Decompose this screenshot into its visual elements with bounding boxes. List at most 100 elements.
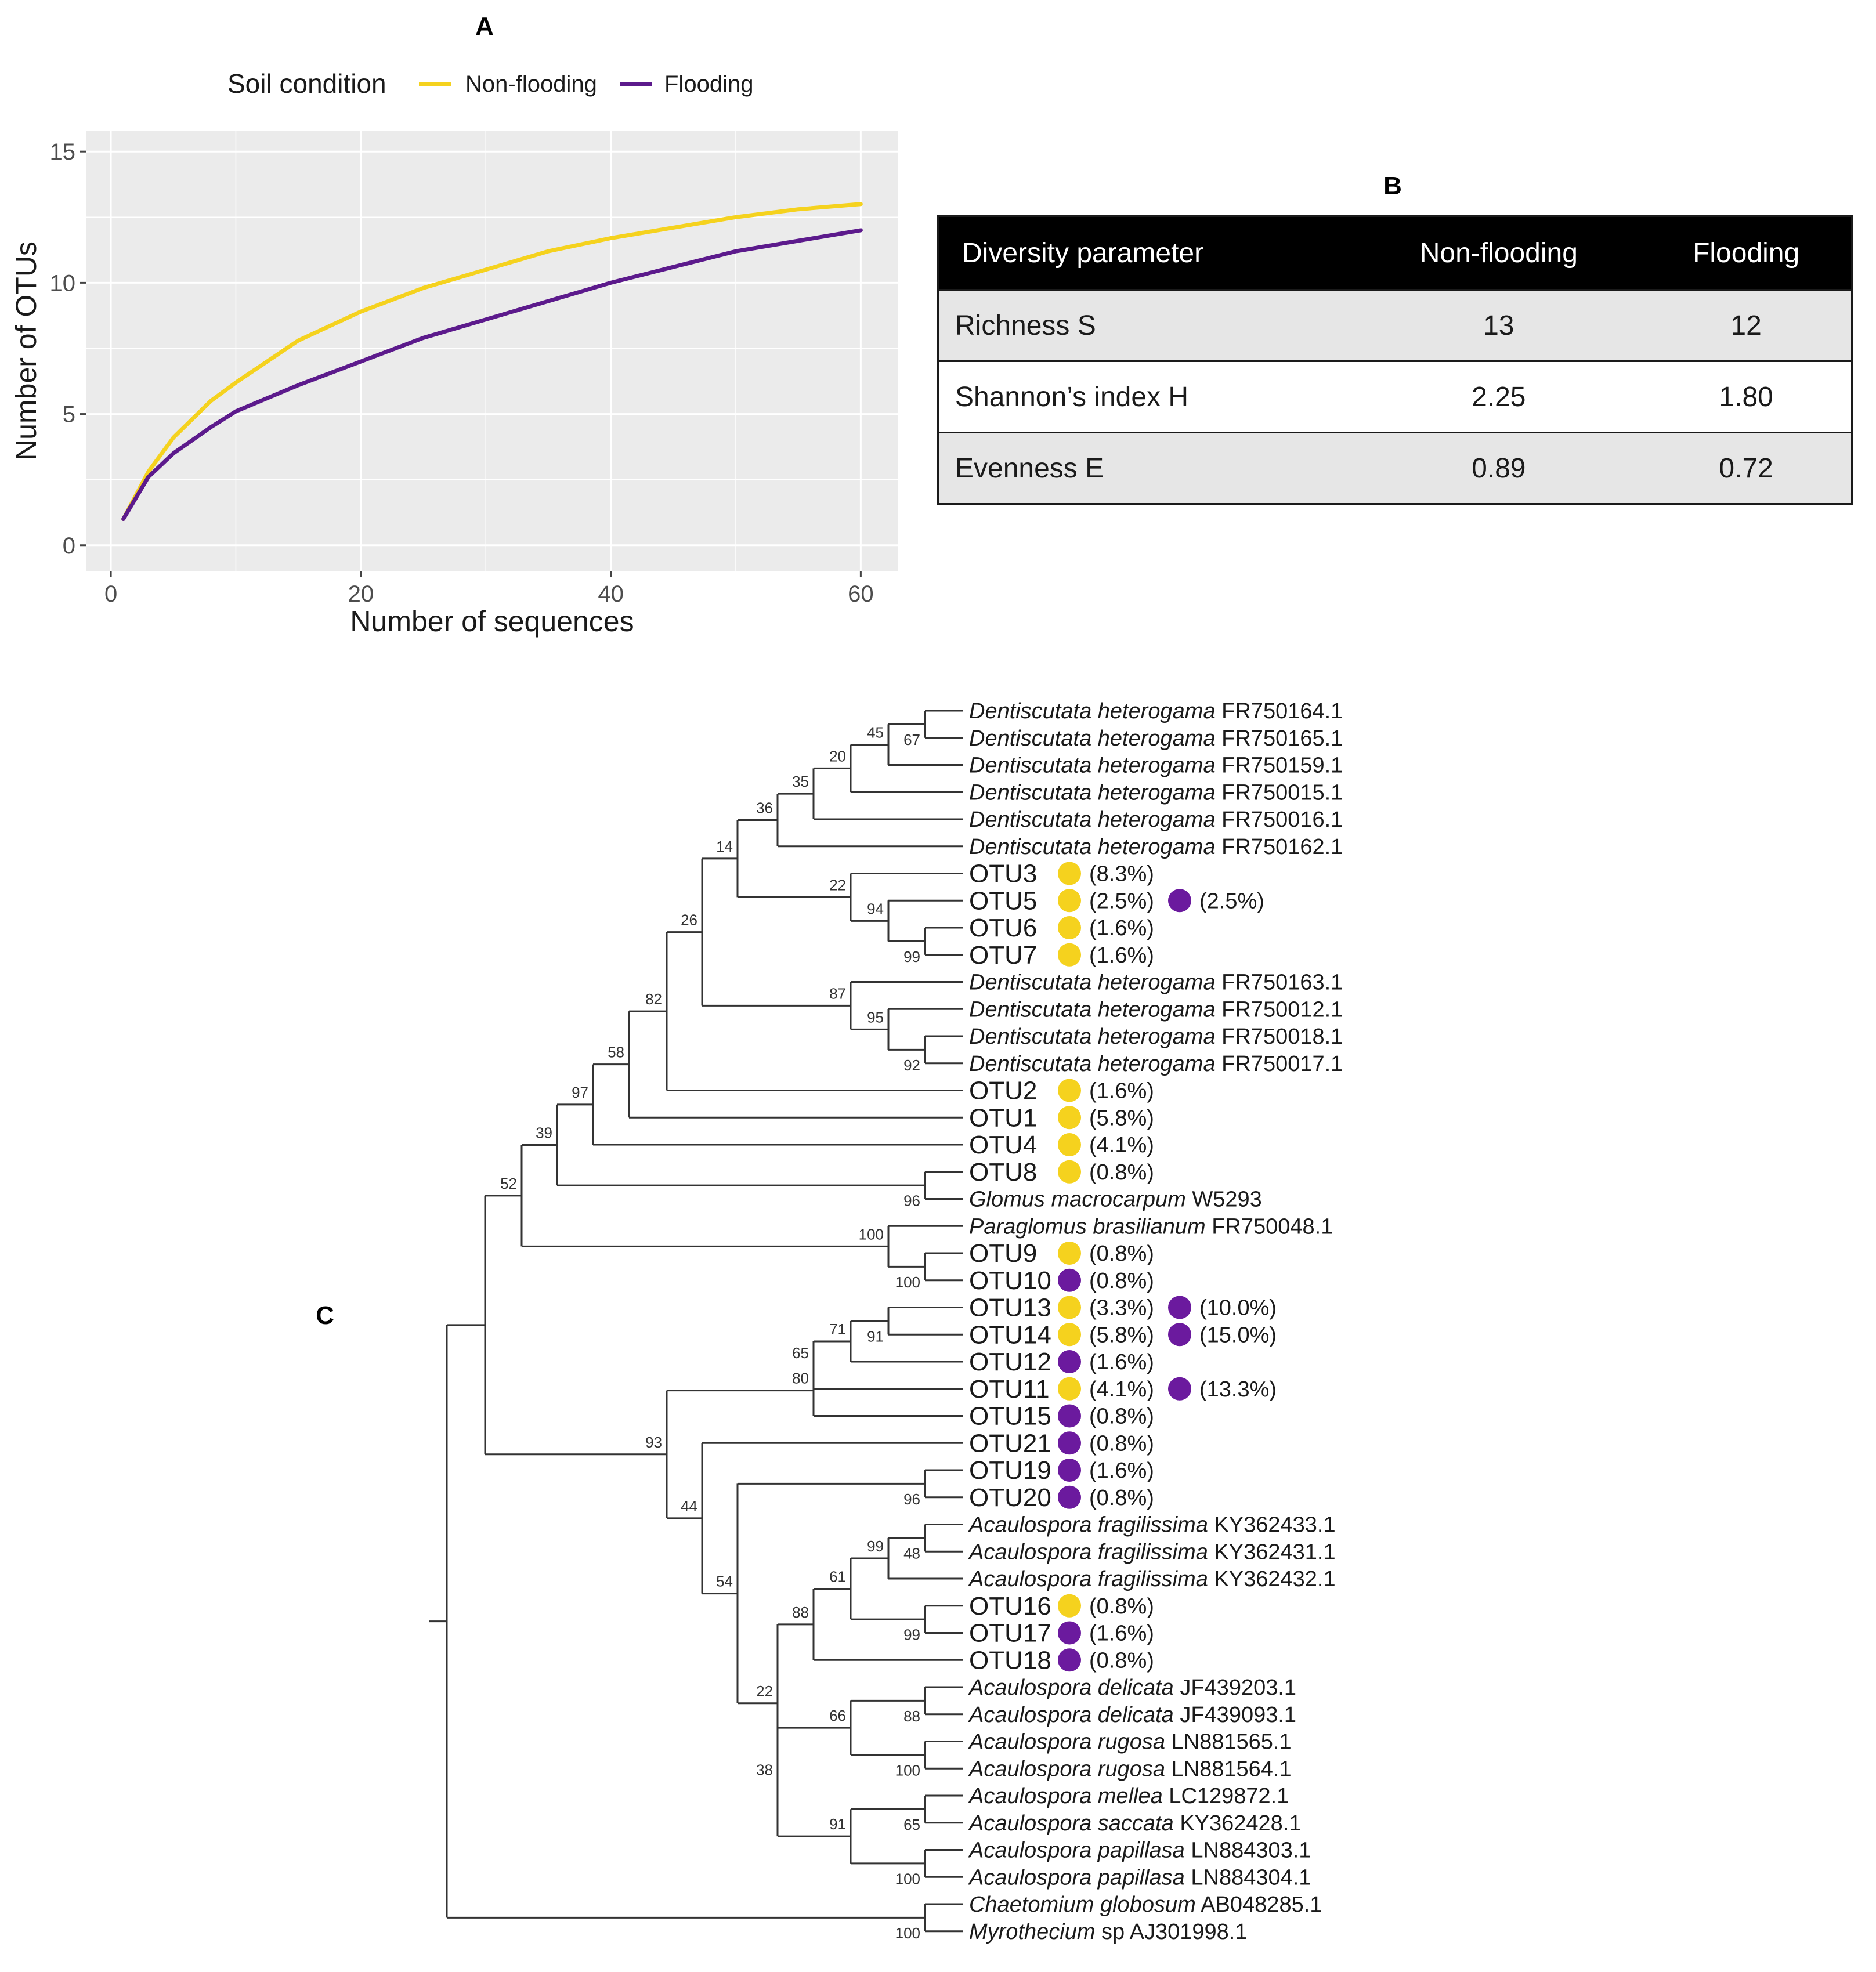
otu-label: OTU17 (969, 1619, 1051, 1648)
non-flooding-marker (1058, 1079, 1081, 1102)
flooding-marker (1058, 1431, 1081, 1455)
bootstrap-value: 91 (867, 1327, 884, 1345)
accession-number: FR750018.1 (1216, 1025, 1343, 1049)
otu-percentage: (8.3%) (1089, 862, 1154, 887)
table-cell: 0.72 (1641, 432, 1852, 504)
y-axis-label: Number of OTUs (10, 241, 42, 461)
chart-legend: Soil condition Non-flooding Flooding (227, 68, 753, 99)
bootstrap-value: 91 (829, 1815, 846, 1833)
x-tick-label: 40 (598, 581, 624, 607)
otu-percentage: (5.8%) (1089, 1323, 1154, 1347)
otu-percentage: (5.8%) (1089, 1106, 1154, 1130)
bootstrap-value: 38 (756, 1761, 773, 1779)
accession-number: sp AJ301998.1 (1096, 1920, 1248, 1944)
taxon-name: Dentiscutata heterogama (969, 754, 1216, 778)
bootstrap-value: 88 (903, 1707, 920, 1725)
table-cell: Evenness E (938, 432, 1357, 504)
bootstrap-value: 80 (792, 1370, 809, 1387)
reference-taxon-label: Dentiscutata heterogama FR750163.1 (969, 971, 1343, 995)
otu-label: OTU13 (969, 1294, 1051, 1322)
otu-label: OTU20 (969, 1483, 1051, 1512)
otu-percentage: (1.6%) (1089, 943, 1154, 968)
bootstrap-value: 96 (903, 1490, 920, 1508)
bootstrap-value: 100 (895, 1761, 920, 1779)
otu-label: OTU19 (969, 1456, 1051, 1485)
bootstrap-value: 99 (903, 1626, 920, 1644)
bootstrap-value: 20 (829, 747, 846, 765)
reference-taxon-label: Dentiscutata heterogama FR750017.1 (969, 1052, 1343, 1076)
otu-label: OTU15 (969, 1402, 1051, 1431)
bootstrap-value: 54 (716, 1573, 733, 1590)
reference-taxon-label: Dentiscutata heterogama FR750162.1 (969, 835, 1343, 859)
bootstrap-value: 58 (608, 1044, 624, 1061)
otu-label: OTU16 (969, 1592, 1051, 1620)
otu-percentage: (0.8%) (1089, 1242, 1154, 1266)
otu-label: OTU9 (969, 1239, 1037, 1268)
reference-taxon-label: Acaulospora papillasa LN884304.1 (968, 1865, 1311, 1890)
rarefaction-chart: A Soil condition Non-flooding Flooding 0… (10, 12, 898, 638)
bootstrap-value: 93 (645, 1434, 662, 1451)
taxon-name: Dentiscutata heterogama (969, 726, 1216, 751)
table-cell: Shannon’s index H (938, 360, 1357, 433)
accession-number: FR750162.1 (1216, 835, 1343, 859)
flooding-marker (1058, 1621, 1081, 1645)
reference-taxon-label: Dentiscutata heterogama FR750015.1 (969, 780, 1343, 805)
otu-percentage: (1.6%) (1089, 1459, 1154, 1483)
otu-label: OTU2 (969, 1077, 1037, 1105)
bootstrap-value: 39 (536, 1124, 552, 1141)
taxon-name: Acaulospora fragilissima (968, 1567, 1208, 1591)
x-axis-label: Number of sequences (350, 605, 634, 638)
otu-percentage: (1.6%) (1089, 916, 1154, 940)
table-header-row: Diversity parameter Non-flooding Floodin… (938, 216, 1852, 290)
reference-taxon-label: Myrothecium sp AJ301998.1 (969, 1920, 1248, 1944)
non-flooding-marker (1058, 1296, 1081, 1319)
phylogenetic-tree: 67 45 20 35 36 99 94 22 14 92 95 87 26 82 58 97 96 39 100 1… (429, 699, 1343, 1944)
reference-taxon-label: Dentiscutata heterogama FR750159.1 (969, 754, 1343, 778)
otu-label: OTU5 (969, 887, 1037, 915)
otu-percentage: (3.3%) (1089, 1296, 1154, 1320)
x-tick-label: 20 (348, 581, 374, 607)
otu-label: OTU4 (969, 1131, 1037, 1159)
x-tick-label: 60 (848, 581, 874, 607)
panel-b-letter-wrap: B (1383, 172, 1402, 200)
taxon-name: Acaulospora papillasa (968, 1839, 1185, 1863)
otu-percentage: (0.8%) (1089, 1431, 1154, 1456)
otu-label: OTU12 (969, 1348, 1051, 1376)
taxon-name: Acaulospora rugosa (968, 1730, 1165, 1754)
non-flooding-marker (1058, 1242, 1081, 1265)
taxon-name: Chaetomium globosum (969, 1893, 1196, 1917)
bootstrap-value: 100 (895, 1924, 920, 1942)
otu-label: OTU18 (969, 1646, 1051, 1674)
bootstrap-value: 99 (903, 948, 920, 965)
bootstrap-value: 99 (867, 1537, 884, 1555)
otu-percentage: (0.8%) (1089, 1269, 1154, 1293)
otu-percentage: (2.5%) (1089, 889, 1154, 913)
reference-taxon-label: Glomus macrocarpum W5293 (969, 1188, 1262, 1212)
reference-taxon-label: Dentiscutata heterogama FR750165.1 (969, 726, 1343, 751)
accession-number: FR750163.1 (1216, 971, 1343, 995)
taxon-name: Acaulospora rugosa (968, 1757, 1165, 1781)
flooding-marker (1058, 1404, 1081, 1428)
bootstrap-value: 82 (645, 990, 662, 1008)
otu-label: OTU10 (969, 1267, 1051, 1295)
flooding-marker (1058, 1268, 1081, 1292)
non-flooding-marker (1058, 889, 1081, 913)
otu-percentage: (2.5%) (1199, 889, 1264, 913)
table-row: Shannon’s index H 2.25 1.80 (938, 360, 1852, 433)
diversity-table: Diversity parameter Non-flooding Floodin… (937, 215, 1853, 505)
accession-number: FR750165.1 (1216, 726, 1343, 751)
taxon-name: Acaulospora delicata (968, 1703, 1174, 1727)
flooding-marker (1168, 1323, 1191, 1347)
otu-percentage: (0.8%) (1089, 1648, 1154, 1673)
taxon-name: Dentiscutata heterogama (969, 808, 1216, 832)
bootstrap-value: 87 (829, 985, 846, 1002)
accession-number: JF439203.1 (1174, 1676, 1296, 1700)
taxon-name: Dentiscutata heterogama (969, 997, 1216, 1022)
header-non-flooding: Non-flooding (1356, 216, 1642, 290)
table-cell: Richness S (938, 289, 1357, 361)
bootstrap-value: 14 (716, 838, 733, 855)
taxon-name: Paraglomus brasilianum (969, 1214, 1206, 1239)
reference-taxon-label: Acaulospora rugosa LN881565.1 (968, 1730, 1292, 1754)
reference-taxon-label: Acaulospora rugosa LN881564.1 (968, 1757, 1292, 1781)
bootstrap-value: 45 (867, 723, 884, 741)
